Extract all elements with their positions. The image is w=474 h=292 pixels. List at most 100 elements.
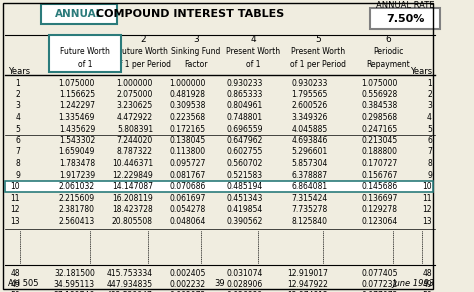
Text: 7: 7 [15,147,20,157]
Text: Periodic: Periodic [373,48,403,56]
Text: 0.113800: 0.113800 [170,147,206,157]
Text: 18.423728: 18.423728 [112,205,153,214]
Text: 2: 2 [427,90,432,99]
Text: 1: 1 [427,79,432,88]
Text: 7.50%: 7.50% [386,13,424,23]
Text: ANNUAL RATE: ANNUAL RATE [376,1,434,10]
Text: 0.298568: 0.298568 [362,113,398,122]
Text: 10.446371: 10.446371 [112,159,153,168]
Text: 0.696559: 0.696559 [227,124,263,133]
Text: 0.930233: 0.930233 [227,79,263,88]
Text: of 1: of 1 [78,60,92,69]
Text: 3: 3 [427,102,432,110]
Text: 1.659049: 1.659049 [59,147,95,157]
Text: 1.795565: 1.795565 [292,90,328,99]
Text: 2.061032: 2.061032 [59,182,95,191]
Text: 12.947922: 12.947922 [287,280,328,289]
Text: 0.188800: 0.188800 [362,147,398,157]
Text: 9: 9 [15,171,20,180]
Text: 12.974812: 12.974812 [287,291,328,292]
Text: 5.296601: 5.296601 [292,147,328,157]
Text: 2.075000: 2.075000 [117,90,153,99]
Text: of 1: of 1 [246,60,260,69]
Text: 0.602755: 0.602755 [227,147,263,157]
Text: AH 505: AH 505 [8,279,38,288]
Text: 8.125840: 8.125840 [292,216,328,225]
Text: 34.595113: 34.595113 [54,280,95,289]
Text: 0.156767: 0.156767 [362,171,398,180]
Text: 12.229849: 12.229849 [112,171,153,180]
Text: Years: Years [410,67,432,77]
Text: 0.560702: 0.560702 [227,159,263,168]
Text: 0.247165: 0.247165 [362,124,398,133]
Text: 0.930233: 0.930233 [292,79,328,88]
Text: June 1993: June 1993 [393,279,435,288]
Text: 1.242297: 1.242297 [59,102,95,110]
Text: 0.145686: 0.145686 [362,182,398,191]
Text: 1.000000: 1.000000 [170,79,206,88]
Text: 0.481928: 0.481928 [170,90,206,99]
Text: 0.865333: 0.865333 [227,90,263,99]
Text: 3.349326: 3.349326 [292,113,328,122]
Text: 0.002232: 0.002232 [170,280,206,289]
Text: 0.384538: 0.384538 [362,102,398,110]
Text: 6: 6 [15,136,20,145]
Text: 1.543302: 1.543302 [59,136,95,145]
Text: 0.804961: 0.804961 [227,102,263,110]
Text: 6.378887: 6.378887 [292,171,328,180]
Text: 0.002072: 0.002072 [170,291,206,292]
Text: Factor: Factor [184,60,208,69]
Text: 0.485194: 0.485194 [227,182,263,191]
Text: 4: 4 [250,36,256,44]
Text: 0.172165: 0.172165 [170,124,206,133]
Text: 1.435629: 1.435629 [59,124,95,133]
Text: of 1 per Period: of 1 per Period [290,60,346,69]
Text: Future Worth: Future Worth [60,48,110,56]
Text: 8.787322: 8.787322 [117,147,153,157]
Text: 0.077232: 0.077232 [362,280,398,289]
Text: 2: 2 [140,36,146,44]
Text: 0.070686: 0.070686 [170,182,206,191]
Text: 447.934835: 447.934835 [107,280,153,289]
Text: 49: 49 [422,280,432,289]
Text: 2.560413: 2.560413 [59,216,95,225]
Text: 0.213045: 0.213045 [362,136,398,145]
Text: 0.138045: 0.138045 [170,136,206,145]
Text: 0.031074: 0.031074 [227,269,263,277]
Text: 3.230625: 3.230625 [117,102,153,110]
Text: Years: Years [8,67,30,77]
Text: 9: 9 [427,171,432,180]
Text: 0.077405: 0.077405 [362,269,398,277]
FancyBboxPatch shape [49,35,121,72]
Text: 0.136697: 0.136697 [362,194,398,202]
Text: 0.419854: 0.419854 [227,205,263,214]
Text: ANNUAL: ANNUAL [55,9,103,19]
Text: 8: 8 [427,159,432,168]
Text: 13: 13 [422,216,432,225]
Text: 0.123064: 0.123064 [362,216,398,225]
Text: 7: 7 [427,147,432,157]
Text: 0.061697: 0.061697 [170,194,206,202]
Text: 14.147087: 14.147087 [112,182,153,191]
Text: 4: 4 [427,113,432,122]
Text: 4.693846: 4.693846 [292,136,328,145]
Text: 4: 4 [15,113,20,122]
Text: 5: 5 [315,36,321,44]
Text: 0.309538: 0.309538 [170,102,206,110]
Text: 7.315424: 7.315424 [292,194,328,202]
Text: 0.129278: 0.129278 [362,205,398,214]
Text: 48: 48 [10,269,20,277]
Text: 2.381780: 2.381780 [59,205,95,214]
Text: Present Worth: Present Worth [226,48,280,56]
Text: 2: 2 [15,90,20,99]
Text: 3: 3 [15,102,20,110]
Text: 0.223568: 0.223568 [170,113,206,122]
Text: 1.075000: 1.075000 [362,79,398,88]
Text: 0.170727: 0.170727 [362,159,398,168]
Text: 16.208119: 16.208119 [112,194,153,202]
Text: 1.783478: 1.783478 [59,159,95,168]
Text: 11: 11 [10,194,20,202]
Text: 12.919017: 12.919017 [287,269,328,277]
Text: 5: 5 [15,124,20,133]
Text: Future Worth: Future Worth [60,48,110,56]
